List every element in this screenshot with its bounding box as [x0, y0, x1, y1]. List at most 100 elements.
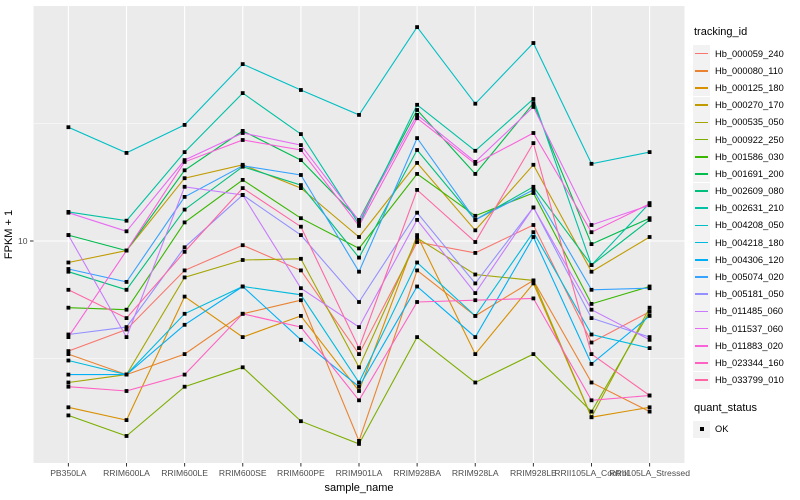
data-point [182, 275, 187, 280]
data-point [357, 439, 361, 443]
data-point [531, 105, 536, 109]
data-point [299, 314, 303, 318]
legend-label: Hb_011883_020 [715, 340, 784, 351]
legend-label: Hb_033799_010 [715, 375, 784, 386]
legend-item-Hb_000059_240: Hb_000059_240 [693, 45, 799, 63]
data-point [240, 178, 245, 182]
data-point [357, 255, 361, 260]
data-point [66, 287, 71, 292]
data-point [531, 205, 536, 210]
data-point [589, 332, 594, 337]
legend-key-swatch [693, 182, 710, 200]
data-point [299, 419, 303, 424]
legend-key-swatch [693, 62, 710, 80]
legend-key-swatch [693, 131, 710, 149]
data-point [473, 161, 478, 166]
data-point [240, 186, 245, 190]
data-point [531, 235, 536, 239]
data-point [473, 335, 478, 339]
data-point [357, 269, 361, 274]
legend-item-Hb_000535_050: Hb_000535_050 [693, 113, 799, 131]
data-point [531, 223, 536, 227]
x-tick-labels: PB350LA RRIM600LA RRIM600LE RRIM600SE RRIM60… [50, 468, 690, 478]
data-point [240, 62, 245, 66]
legend-key-swatch [693, 234, 710, 252]
data-point [66, 372, 71, 377]
data-point [182, 268, 187, 273]
data-point [647, 150, 652, 154]
data-point [647, 235, 652, 239]
legend-label: Hb_004208_050 [715, 220, 784, 231]
x-tick-label: RRII105LA_Stressed [609, 468, 690, 478]
data-point [415, 335, 419, 339]
quant-legend-items: OK [693, 420, 799, 438]
data-point [182, 311, 187, 316]
data-point [473, 240, 478, 244]
data-point [299, 216, 303, 221]
legend-key-swatch [693, 354, 710, 372]
data-point [182, 123, 187, 127]
legend-key-swatch [693, 45, 710, 63]
data-point [647, 393, 652, 398]
data-point [240, 284, 245, 289]
data-point [473, 281, 478, 286]
data-point [182, 195, 187, 199]
data-point [299, 88, 303, 92]
x-tick-label: RRIM600LA [103, 468, 150, 478]
data-point [589, 398, 594, 403]
data-point [531, 281, 536, 286]
data-point [589, 223, 594, 227]
data-point [589, 161, 594, 166]
data-point [66, 260, 71, 265]
data-point [589, 409, 594, 414]
legend-item-Hb_033799_010: Hb_033799_010 [693, 371, 799, 389]
legend-label: Hb_000125_180 [715, 82, 784, 93]
legend-label: Hb_000535_050 [715, 117, 784, 128]
legend-key-swatch [693, 148, 710, 166]
data-point [124, 418, 129, 422]
data-point [299, 158, 303, 162]
x-tick-label: RRIM928LA [452, 468, 499, 478]
data-point [357, 218, 361, 223]
data-point [531, 162, 536, 167]
quant-legend-title: quant_status [694, 401, 757, 414]
data-point [299, 298, 303, 303]
legend-key-swatch [693, 113, 710, 131]
data-point [240, 138, 245, 142]
data-point [299, 268, 303, 273]
legend-item-Hb_011537_060: Hb_011537_060 [693, 320, 799, 338]
quant-status-legend: quant_status OK [693, 402, 799, 438]
data-point [124, 307, 129, 312]
data-point [66, 269, 71, 274]
legend-item-Hb_005074_020: Hb_005074_020 [693, 268, 799, 286]
data-point [589, 269, 594, 274]
data-point [299, 148, 303, 152]
legend-label: Hb_001691_200 [715, 168, 784, 179]
data-point [182, 176, 187, 181]
data-point [66, 358, 71, 363]
legend-label: Hb_005074_020 [715, 272, 784, 283]
x-tick-label: RRIM600LE [161, 468, 208, 478]
data-point [124, 229, 129, 234]
data-point [647, 286, 652, 291]
x-tick-label: RRIM901LA [336, 468, 383, 478]
legend-item-Hb_000125_180: Hb_000125_180 [693, 79, 799, 97]
legend-key-swatch [693, 268, 710, 286]
data-point [531, 97, 536, 101]
data-point [473, 172, 478, 176]
data-point [415, 25, 419, 29]
data-point [240, 258, 245, 262]
data-point [66, 233, 71, 237]
data-point [531, 191, 536, 195]
data-point [299, 143, 303, 147]
data-point [357, 113, 361, 117]
data-point [66, 384, 71, 389]
data-point [531, 131, 536, 135]
y-axis-title: FPKM + 1 [3, 210, 15, 259]
legend-item-Hb_011485_060: Hb_011485_060 [693, 302, 799, 320]
series-points [66, 25, 652, 446]
x-tick-label: PB350LA [50, 468, 87, 478]
data-point [66, 380, 71, 385]
data-point [357, 389, 361, 393]
data-point [357, 224, 361, 228]
